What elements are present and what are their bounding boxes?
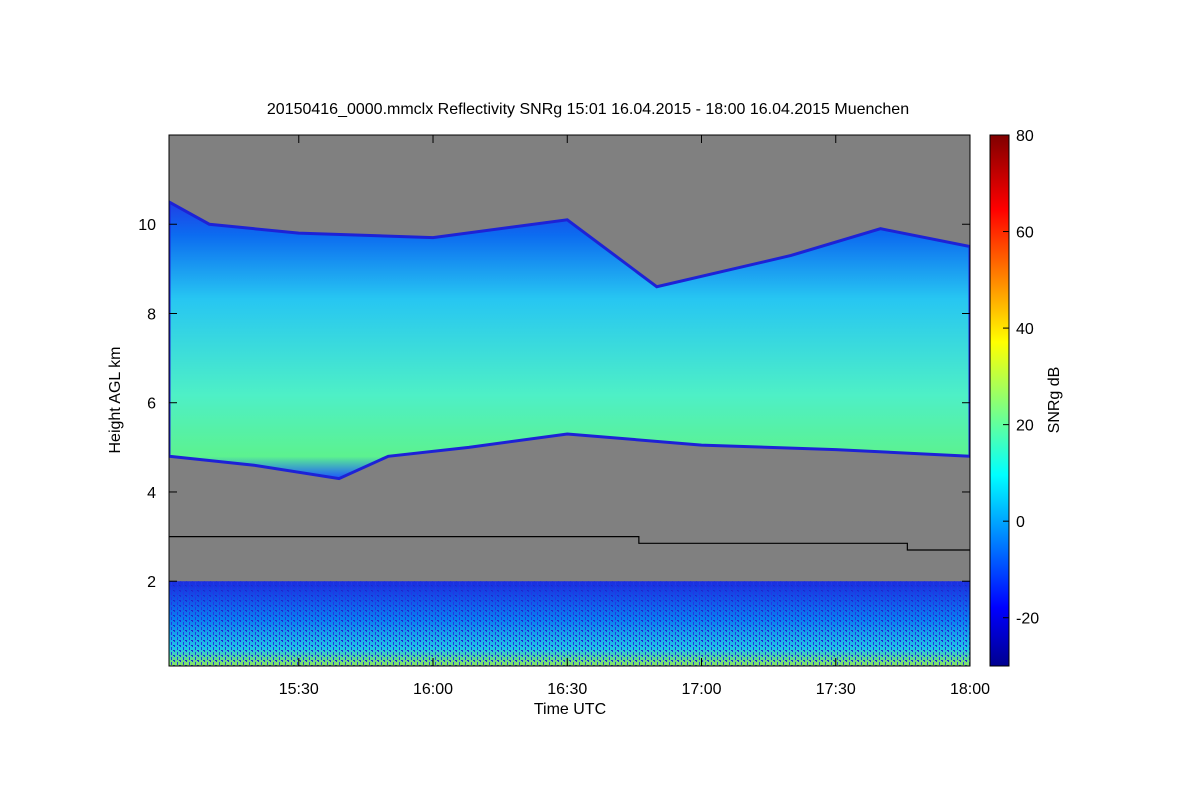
plot-frame [168,134,971,667]
colorbar-tick-label: -20 [1016,611,1039,628]
melting-layer-line [169,535,970,551]
x-tick-label: 15:30 [279,681,319,698]
colorbar-label: SNRg dB [1046,367,1063,434]
y-axis: 2 4 6 8 10 [138,217,970,591]
colorbar-tick-label: 0 [1016,514,1025,531]
colorbar-tick-label: 60 [1016,225,1034,242]
y-tick-label: 2 [147,574,156,591]
colorbar-ticks: -20 0 20 40 60 80 [1003,128,1039,628]
x-axis-label: Time UTC [534,701,606,718]
colorbar-tick-label: 20 [1016,418,1034,435]
colorbar-tick-label: 40 [1016,321,1034,338]
colorbar-tick-label: 80 [1016,128,1034,145]
y-axis-label: Height AGL km [107,346,124,453]
x-tick-label: 16:00 [413,681,453,698]
colorbar [989,134,1010,667]
y-tick-label: 10 [138,217,156,234]
chart-title: 20150416_0000.mmclx Reflectivity SNRg 15… [267,101,909,118]
x-tick-label: 18:00 [950,681,990,698]
y-tick-label: 4 [147,485,156,502]
x-axis: 15:30 16:00 16:30 17:00 17:30 18:00 [279,135,990,698]
y-tick-label: 6 [147,396,156,413]
x-tick-label: 16:30 [547,681,587,698]
y-tick-label: 8 [147,306,156,323]
x-tick-label: 17:30 [816,681,856,698]
cloud-echo [169,201,970,479]
plot-area [169,135,970,666]
cloud-edge [169,200,970,481]
x-tick-label: 17:00 [681,681,721,698]
boundary-layer-speckle [169,581,970,666]
